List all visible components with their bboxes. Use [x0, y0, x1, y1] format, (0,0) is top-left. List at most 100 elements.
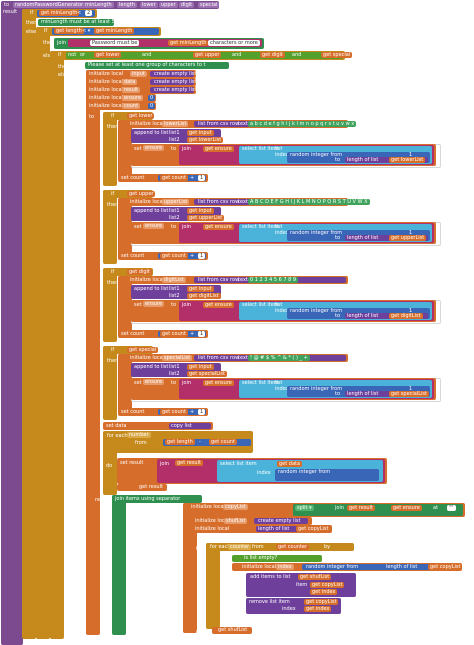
- group-join[interactable]: join get ensure select list item list in…: [179, 301, 434, 321]
- group-if-header[interactable]: if get special: [103, 346, 159, 354]
- join-block-msg[interactable]: join Password must be get minLength char…: [54, 38, 264, 49]
- get-lower[interactable]: get lower: [94, 52, 122, 58]
- compare-block-2[interactable]: get length < ▾ get minLength: [52, 28, 159, 35]
- group-list-name[interactable]: lowerList: [162, 121, 189, 127]
- random-int-2[interactable]: random integer from length of list get c…: [302, 564, 463, 570]
- group-get[interactable]: get upper: [127, 191, 156, 197]
- group-random[interactable]: random integer from 1 to length of list …: [287, 308, 430, 319]
- group-get-list[interactable]: get upperList: [187, 215, 225, 221]
- group-init-header[interactable]: initialize local upperList list from csv…: [118, 198, 370, 206]
- add-items-block[interactable]: add items to list get shufList item get …: [246, 573, 356, 597]
- group-list-name[interactable]: upperList: [162, 199, 190, 205]
- minus-block[interactable]: get length - get count: [163, 439, 251, 446]
- group-ensure[interactable]: ensure: [143, 301, 165, 307]
- get-copyList-3[interactable]: get copyList: [310, 582, 345, 588]
- get-data-tail[interactable]: get data: [277, 461, 303, 467]
- init-index[interactable]: initialize local index random integer fr…: [232, 563, 463, 571]
- length-of-list-tail[interactable]: length of list get copyList: [256, 526, 331, 532]
- param-digit[interactable]: digit: [179, 2, 195, 8]
- join-result[interactable]: join get result select list item get dat…: [157, 459, 385, 483]
- group-if[interactable]: [103, 112, 117, 186]
- group-one[interactable]: 1: [407, 230, 415, 236]
- group-init-header[interactable]: initialize local lowerList list from csv…: [118, 120, 357, 128]
- group-one[interactable]: 1: [407, 152, 415, 158]
- group-get-list-2[interactable]: get upperList: [389, 235, 427, 241]
- group-csv[interactable]: list from csv row text ! @ # $ % ^ & * (…: [194, 355, 346, 361]
- group-get-list-2[interactable]: get specialList: [389, 391, 429, 397]
- get-counter[interactable]: get counter: [276, 544, 310, 550]
- group-chars[interactable]: 0 1 2 3 4 5 6 7 8 9: [248, 277, 299, 283]
- init-result[interactable]: initialize local result create empty lis…: [86, 86, 196, 94]
- group-if[interactable]: [103, 346, 117, 420]
- join-items-block[interactable]: [112, 495, 126, 635]
- set-result-block[interactable]: set result join get result select list i…: [117, 458, 387, 484]
- create-empty-list-2[interactable]: create empty list: [150, 79, 196, 85]
- group-ensure[interactable]: ensure: [143, 145, 165, 151]
- group-get-count[interactable]: get count: [160, 331, 188, 337]
- get-minLength-3[interactable]: get minLength: [168, 40, 209, 46]
- param-length[interactable]: length: [117, 2, 137, 8]
- group-set-count[interactable]: set count get count + 1: [118, 252, 208, 260]
- get-ensure-split[interactable]: get ensure: [391, 505, 422, 511]
- copyList-name[interactable]: copyList: [223, 504, 248, 510]
- group-plus-op[interactable]: +: [190, 253, 195, 259]
- get-shufList-final[interactable]: get shufList: [212, 627, 252, 634]
- init-ensure-name[interactable]: ensure: [122, 95, 144, 101]
- param-minLength[interactable]: minLength: [83, 2, 114, 8]
- index-var[interactable]: index: [276, 564, 294, 570]
- group-join[interactable]: join get ensure select list item list in…: [179, 223, 434, 243]
- group-select[interactable]: select list item list index random integ…: [239, 380, 432, 398]
- join-items-header[interactable]: join items using separator: [112, 495, 202, 503]
- lt-operator-2[interactable]: < ▾: [82, 28, 91, 34]
- group-get-ensure[interactable]: get ensure: [203, 224, 234, 230]
- split-block[interactable]: split ▾ join get result get ensure at "": [293, 504, 463, 516]
- msg-min-length[interactable]: minLength must be at least 5: [38, 19, 115, 26]
- group-plus[interactable]: get count + 1: [158, 331, 206, 337]
- group-set-count[interactable]: set count get count + 1: [118, 174, 208, 182]
- group-get-input[interactable]: get input: [187, 130, 214, 136]
- group-ensure[interactable]: ensure: [143, 379, 165, 385]
- is-empty-block[interactable]: is list empty?: [232, 555, 322, 562]
- init-shufList[interactable]: initialize local shufList create empty l…: [192, 517, 312, 525]
- lt-operator[interactable]: <: [77, 10, 82, 16]
- group-get-count[interactable]: get count: [160, 409, 188, 415]
- split-dropdown[interactable]: split ▾: [295, 505, 314, 511]
- compare-block[interactable]: get minLength < 2: [37, 10, 95, 17]
- get-result-2[interactable]: get result: [137, 484, 165, 490]
- for-each-header[interactable]: for each number from get length - get co…: [103, 431, 253, 453]
- group-one[interactable]: 1: [407, 386, 415, 392]
- group-random[interactable]: random integer from 1 to length of list …: [287, 152, 430, 163]
- group-set-count[interactable]: set count get count + 1: [118, 408, 208, 416]
- get-length[interactable]: get length: [54, 28, 84, 34]
- create-empty-shuf[interactable]: create empty list: [254, 518, 308, 524]
- group-append[interactable]: append to list list1 get input list2 get…: [131, 207, 225, 221]
- group-get-ensure[interactable]: get ensure: [203, 146, 234, 152]
- msg3-text[interactable]: characters or more: [208, 40, 260, 46]
- init-count[interactable]: initialize local count 0: [86, 102, 156, 110]
- group-csv[interactable]: list from csv row text A B C D E F G H I…: [194, 199, 370, 205]
- group-length[interactable]: length of list get upperList: [345, 235, 428, 241]
- param-special[interactable]: special: [198, 2, 220, 8]
- init-count-zero[interactable]: 0: [148, 103, 156, 109]
- param-lower[interactable]: lower: [140, 2, 158, 8]
- if-header-2[interactable]: if get length < ▾ get minLength: [36, 27, 161, 36]
- group-plus-op[interactable]: +: [190, 409, 195, 415]
- init-copyList[interactable]: [183, 503, 197, 633]
- group-join[interactable]: join get ensure select list item list in…: [179, 145, 434, 165]
- init-data[interactable]: initialize local data create empty list: [86, 78, 196, 86]
- num-2[interactable]: 2: [85, 10, 93, 16]
- group-init[interactable]: [118, 120, 132, 178]
- group-get-input[interactable]: get input: [187, 208, 214, 214]
- group-plus-one[interactable]: 1: [198, 175, 206, 181]
- group-csv[interactable]: list from csv row text a b c d e f g h i…: [194, 121, 357, 127]
- for-each-var[interactable]: number: [127, 432, 151, 438]
- group-get-list[interactable]: get lowerList: [187, 137, 224, 143]
- for-range-header[interactable]: for each counter from get counter by: [206, 543, 354, 551]
- get-minLength[interactable]: get minLength: [39, 10, 80, 16]
- group-if-header[interactable]: if get lower: [103, 112, 155, 120]
- group-length[interactable]: length of list get digitList: [345, 313, 428, 319]
- group-set-count[interactable]: set count get count + 1: [118, 330, 208, 338]
- procedure-block[interactable]: [1, 1, 23, 645]
- group-get-input[interactable]: get input: [187, 364, 214, 370]
- get-shufList-2[interactable]: get shufList: [216, 627, 250, 633]
